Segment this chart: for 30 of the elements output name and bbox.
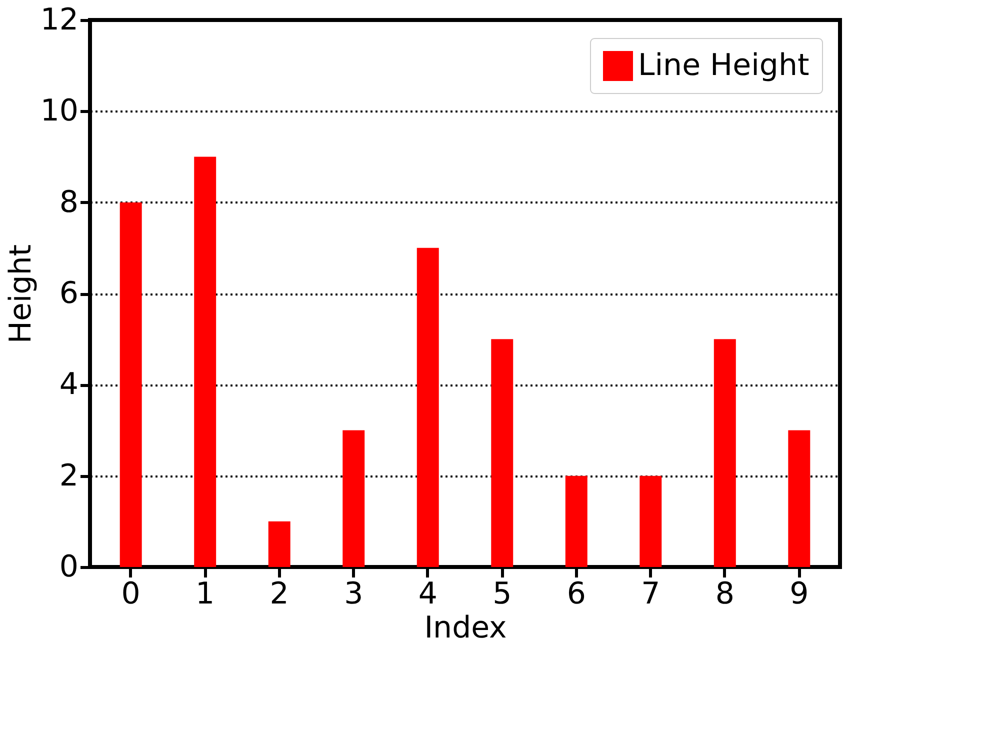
bar — [342, 430, 365, 567]
x-tick-label: 8 — [715, 576, 734, 612]
y-tick-label: 6 — [59, 276, 78, 311]
x-tick-label: 5 — [492, 576, 512, 612]
legend-label: Line Height — [638, 48, 810, 83]
y-axis-title: Height — [3, 244, 38, 344]
x-tick-label: 6 — [566, 576, 586, 612]
bar — [491, 339, 514, 567]
bar — [416, 248, 439, 567]
x-tick-label: 4 — [418, 576, 438, 612]
y-tick-label: 12 — [40, 2, 78, 38]
bar — [194, 156, 216, 567]
y-tick-label: 0 — [59, 550, 78, 584]
bar — [120, 202, 142, 567]
y-tick-label: 4 — [59, 367, 78, 402]
bar — [565, 476, 588, 567]
x-tick-label: 0 — [121, 576, 140, 612]
x-tick-label: 2 — [270, 576, 289, 612]
y-tick-label: 10 — [40, 94, 78, 129]
bar — [714, 339, 736, 567]
bar — [788, 430, 810, 567]
y-tick-label: 2 — [59, 458, 78, 494]
bar — [268, 521, 290, 567]
x-tick-label: 9 — [790, 576, 809, 612]
x-axis-title: Index — [424, 610, 507, 646]
x-tick-label: 3 — [344, 576, 364, 612]
x-tick-label: 1 — [196, 576, 215, 612]
x-tick-label: 7 — [641, 576, 660, 612]
y-tick-label: 8 — [59, 184, 78, 220]
bar — [640, 476, 662, 567]
